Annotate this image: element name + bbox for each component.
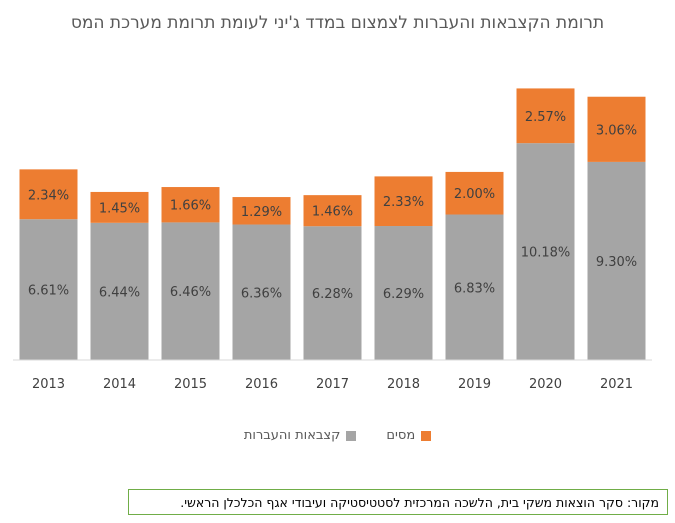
bar-allowances-2016 [232, 224, 291, 360]
legend: מסים קצבאות והעברות [0, 428, 675, 443]
bar-taxes-2020 [516, 88, 575, 144]
bar-allowances-2020 [516, 143, 575, 360]
label-taxes-2018: 2.33% [383, 195, 424, 210]
x-tick-2013: 2013 [32, 377, 65, 392]
bar-allowances-2015 [161, 222, 220, 360]
label-allowances-2013: 6.61% [28, 284, 69, 299]
label-allowances-2016: 6.36% [241, 286, 282, 301]
legend-label-allowances: קצבאות והעברות [243, 428, 341, 443]
bar-allowances-2021 [587, 161, 646, 360]
label-allowances-2020: 10.18% [521, 246, 571, 261]
legend-item-taxes: מסים [386, 428, 432, 443]
bar-taxes-2019 [445, 171, 504, 215]
bar-taxes-2015 [161, 187, 220, 223]
label-taxes-2020: 2.57% [525, 110, 566, 125]
label-taxes-2019: 2.00% [454, 187, 495, 202]
bar-allowances-2018 [374, 226, 433, 360]
bar-taxes-2013 [19, 169, 78, 220]
label-allowances-2014: 6.44% [99, 285, 140, 300]
label-taxes-2014: 1.45% [99, 201, 140, 216]
x-tick-2018: 2018 [387, 377, 420, 392]
x-tick-2017: 2017 [316, 377, 349, 392]
legend-item-allowances: קצבאות והעברות [243, 428, 357, 443]
x-tick-2015: 2015 [174, 377, 207, 392]
label-taxes-2021: 3.06% [596, 123, 637, 138]
chart-title: תרומת הקצבאות והעברות לצמצום במדד ג'יני … [70, 13, 605, 33]
x-tick-2016: 2016 [245, 377, 278, 392]
label-allowances-2018: 6.29% [383, 287, 424, 302]
bar-allowances-2019 [445, 214, 504, 360]
label-allowances-2017: 6.28% [312, 287, 353, 302]
x-tick-2021: 2021 [600, 377, 633, 392]
x-tick-2020: 2020 [529, 377, 562, 392]
label-taxes-2013: 2.34% [28, 188, 69, 203]
bar-taxes-2021 [587, 96, 646, 162]
bar-taxes-2017 [303, 195, 362, 227]
legend-swatch-allowances [346, 430, 357, 441]
bar-taxes-2018 [374, 176, 433, 227]
bar-taxes-2016 [232, 197, 291, 225]
legend-label-taxes: מסים [386, 428, 416, 443]
x-tick-2019: 2019 [458, 377, 491, 392]
label-taxes-2016: 1.29% [241, 205, 282, 220]
legend-swatch-taxes [421, 430, 432, 441]
label-taxes-2015: 1.66% [170, 199, 211, 214]
label-allowances-2019: 6.83% [454, 281, 495, 296]
bar-taxes-2014 [90, 191, 149, 223]
bar-allowances-2013 [19, 219, 78, 360]
label-taxes-2017: 1.46% [312, 205, 353, 220]
bar-allowances-2017 [303, 226, 362, 360]
label-allowances-2021: 9.30% [596, 255, 637, 270]
bar-allowances-2014 [90, 222, 149, 360]
source-note: מקור: סקר הוצאות משקי בית, הלשכה המרכזית… [128, 489, 668, 515]
stacked-bar-chart: 6.61% 2.34% 2013 6.44% 1.45% 2014 6.46% 1.66% 20… [13, 88, 652, 392]
label-allowances-2015: 6.46% [170, 285, 211, 300]
x-tick-2014: 2014 [103, 377, 136, 392]
